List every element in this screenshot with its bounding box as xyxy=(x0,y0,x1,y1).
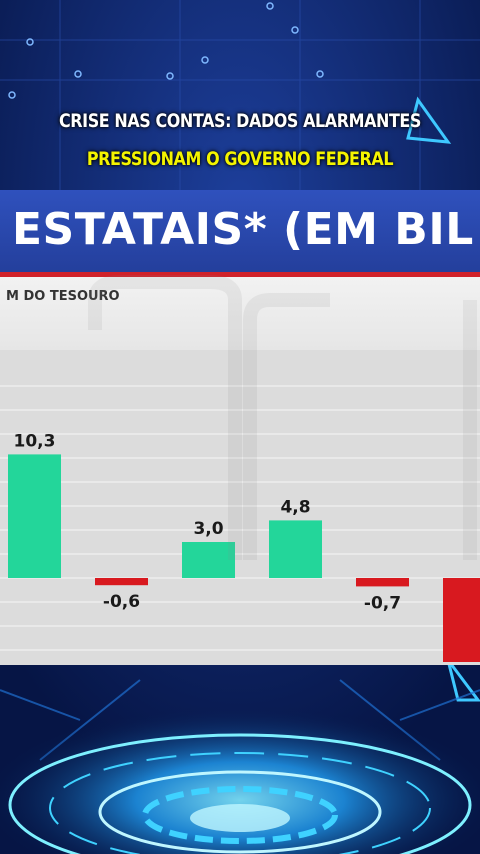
banner-accent-line xyxy=(0,272,480,277)
source-text: M DO TESOURO xyxy=(6,289,120,304)
data-label: 3,0 xyxy=(193,519,223,539)
bar xyxy=(182,542,235,578)
bar xyxy=(443,578,480,662)
data-label: 10,3 xyxy=(14,431,56,451)
headline-line-1: CRISE NAS CONTAS: DADOS ALARMANTES xyxy=(59,110,421,132)
chart-title-banner: ESTATAIS* (EM BIL xyxy=(0,190,480,272)
bar xyxy=(8,454,61,578)
headline-line-2: PRESSIONAM O GOVERNO FEDERAL xyxy=(86,148,394,170)
gridlines xyxy=(0,385,480,651)
bar xyxy=(95,578,148,586)
data-label: -0,6 xyxy=(103,592,140,612)
bar xyxy=(269,520,322,578)
data-label: -0,7 xyxy=(364,593,401,613)
plot-background xyxy=(0,350,480,665)
source-strip: M DO TESOURO xyxy=(0,277,480,350)
chart-title: ESTATAIS* (EM BIL xyxy=(12,204,474,255)
bar-chart: 10,3 -0,6 3,0 4,8 -0,7 xyxy=(0,385,480,662)
data-label: 4,8 xyxy=(280,497,310,517)
bars xyxy=(8,454,480,662)
bar xyxy=(356,578,409,587)
value-labels: 10,3 -0,6 3,0 4,8 -0,7 xyxy=(14,431,402,613)
